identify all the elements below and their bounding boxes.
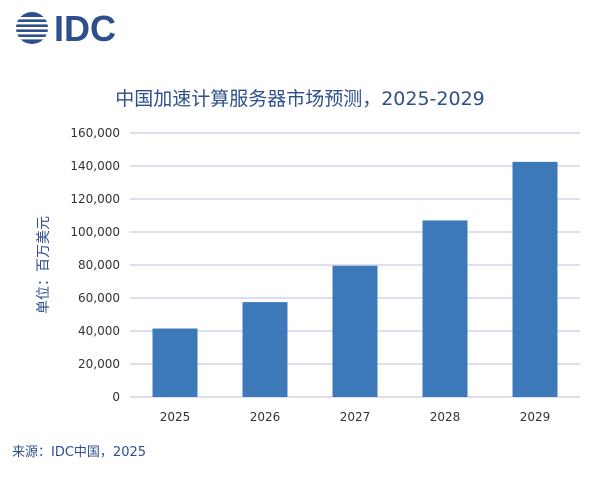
bar-2029 bbox=[512, 161, 558, 397]
y-tick-label: 120,000 bbox=[70, 192, 120, 206]
y-tick-label: 40,000 bbox=[78, 324, 120, 338]
x-tick-label: 2027 bbox=[340, 410, 371, 424]
y-tick-label: 0 bbox=[112, 390, 120, 404]
x-tick-label: 2025 bbox=[160, 410, 191, 424]
globe-icon bbox=[16, 12, 48, 44]
y-tick-label: 60,000 bbox=[78, 291, 120, 305]
logo-text: IDC bbox=[54, 8, 116, 48]
chart-title: 中国加速计算服务器市场预测，2025-2029 bbox=[115, 88, 485, 110]
bar-2025 bbox=[152, 328, 198, 397]
y-tick-label: 100,000 bbox=[70, 225, 120, 239]
y-tick-label: 160,000 bbox=[70, 126, 120, 140]
bar-2028 bbox=[422, 220, 468, 397]
idc-logo: IDC bbox=[16, 8, 116, 48]
y-tick-label: 140,000 bbox=[70, 159, 120, 173]
bar-2026 bbox=[242, 302, 288, 397]
y-axis-ticks: 0 20,000 40,000 60,000 80,000 100,000 120,000 1… bbox=[70, 126, 120, 404]
bar-2027 bbox=[332, 265, 378, 397]
source-note: 来源：IDC中国，2025 bbox=[12, 445, 147, 460]
y-tick-label: 80,000 bbox=[78, 258, 120, 272]
y-axis-label: 单位：百万美元 bbox=[36, 216, 52, 314]
x-tick-label: 2028 bbox=[430, 410, 461, 424]
bars bbox=[152, 161, 558, 397]
y-tick-label: 20,000 bbox=[78, 357, 120, 371]
x-tick-label: 2026 bbox=[250, 410, 281, 424]
x-axis-ticks: 2025 2026 2027 2028 2029 bbox=[160, 410, 551, 424]
x-tick-label: 2029 bbox=[520, 410, 551, 424]
